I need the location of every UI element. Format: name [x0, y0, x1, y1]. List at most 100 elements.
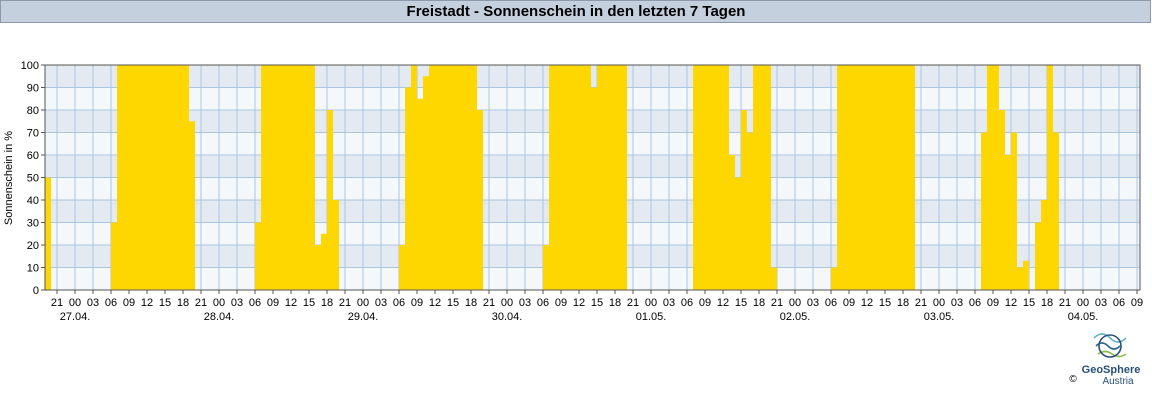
- x-tick-label: 00: [933, 297, 945, 309]
- bar: [1017, 267, 1023, 290]
- bar: [597, 65, 603, 290]
- y-tick-label: 90: [27, 83, 39, 95]
- bar: [585, 65, 591, 290]
- bar: [609, 65, 615, 290]
- x-tick-label: 18: [897, 297, 909, 309]
- x-tick-label: 21: [195, 297, 207, 309]
- bar: [273, 65, 279, 290]
- x-tick-label: 06: [681, 297, 693, 309]
- bar: [591, 87, 597, 290]
- bar: [891, 65, 897, 290]
- x-tick-label: 21: [51, 297, 63, 309]
- bar: [603, 65, 609, 290]
- x-tick-label: 15: [1023, 297, 1035, 309]
- bar: [303, 65, 309, 290]
- bar: [147, 65, 153, 290]
- x-tick-label: 03: [1095, 297, 1107, 309]
- x-tick-label: 12: [1005, 297, 1017, 309]
- x-tick-label: 18: [1041, 297, 1053, 309]
- bar: [441, 65, 447, 290]
- bar: [1041, 200, 1047, 290]
- bar: [741, 110, 747, 290]
- bar: [189, 121, 195, 290]
- bar: [729, 155, 735, 290]
- x-tick-label: 21: [627, 297, 639, 309]
- bar: [321, 233, 327, 290]
- x-tick-label: 09: [555, 297, 567, 309]
- x-tick-label: 03: [87, 297, 99, 309]
- bar: [999, 110, 1005, 290]
- bar: [465, 65, 471, 290]
- bar: [831, 267, 837, 290]
- y-tick-label: 100: [21, 60, 39, 72]
- x-tick-label: 09: [1131, 297, 1143, 309]
- day-label: 28.04.: [204, 311, 235, 323]
- x-tick-label: 06: [1113, 297, 1125, 309]
- x-tick-label: 03: [519, 297, 531, 309]
- bar: [843, 65, 849, 290]
- x-tick-label: 12: [429, 297, 441, 309]
- x-tick-label: 21: [339, 297, 351, 309]
- y-tick-label: 60: [27, 150, 39, 162]
- day-label: 02.05.: [780, 311, 811, 323]
- bar: [459, 65, 465, 290]
- y-tick-label: 20: [27, 240, 39, 252]
- bar: [981, 132, 987, 290]
- x-tick-label: 06: [537, 297, 549, 309]
- logo-name: GeoSphere: [1082, 364, 1141, 376]
- bar: [573, 65, 579, 290]
- x-tick-label: 03: [663, 297, 675, 309]
- bar: [399, 245, 405, 290]
- bar: [621, 65, 627, 290]
- x-tick-label: 00: [357, 297, 369, 309]
- x-tick-label: 03: [231, 297, 243, 309]
- day-label: 30.04.: [492, 311, 523, 323]
- bar: [417, 98, 423, 290]
- bar: [1023, 260, 1029, 290]
- x-tick-label: 12: [141, 297, 153, 309]
- bar: [987, 65, 993, 290]
- bar: [1035, 222, 1041, 290]
- x-tick-label: 18: [321, 297, 333, 309]
- bar: [141, 65, 147, 290]
- bar: [405, 87, 411, 290]
- bar: [279, 65, 285, 290]
- bar: [1011, 132, 1017, 290]
- bar: [183, 65, 189, 290]
- bar: [885, 65, 891, 290]
- x-tick-label: 06: [825, 297, 837, 309]
- bar: [993, 65, 999, 290]
- bar: [453, 65, 459, 290]
- bar: [879, 65, 885, 290]
- bar: [765, 65, 771, 290]
- bar: [261, 65, 267, 290]
- x-tick-label: 18: [753, 297, 765, 309]
- bar: [1053, 132, 1059, 290]
- y-tick-label: 10: [27, 263, 39, 275]
- x-tick-label: 06: [105, 297, 117, 309]
- bar: [753, 65, 759, 290]
- bar: [717, 65, 723, 290]
- bar: [411, 65, 417, 290]
- x-tick-label: 09: [987, 297, 999, 309]
- bar: [579, 65, 585, 290]
- bar: [135, 65, 141, 290]
- bar: [1005, 155, 1011, 290]
- bar: [285, 65, 291, 290]
- x-tick-label: 15: [735, 297, 747, 309]
- y-tick-label: 70: [27, 128, 39, 140]
- bar: [543, 245, 549, 290]
- bar: [705, 65, 711, 290]
- bar: [771, 267, 777, 290]
- bar: [333, 200, 339, 290]
- bar: [693, 65, 699, 290]
- bar: [735, 177, 741, 290]
- bar: [429, 65, 435, 290]
- x-tick-label: 21: [483, 297, 495, 309]
- x-tick-label: 00: [69, 297, 81, 309]
- x-tick-label: 12: [285, 297, 297, 309]
- bar: [759, 65, 765, 290]
- x-tick-label: 15: [879, 297, 891, 309]
- bar: [165, 65, 171, 290]
- bar: [117, 65, 123, 290]
